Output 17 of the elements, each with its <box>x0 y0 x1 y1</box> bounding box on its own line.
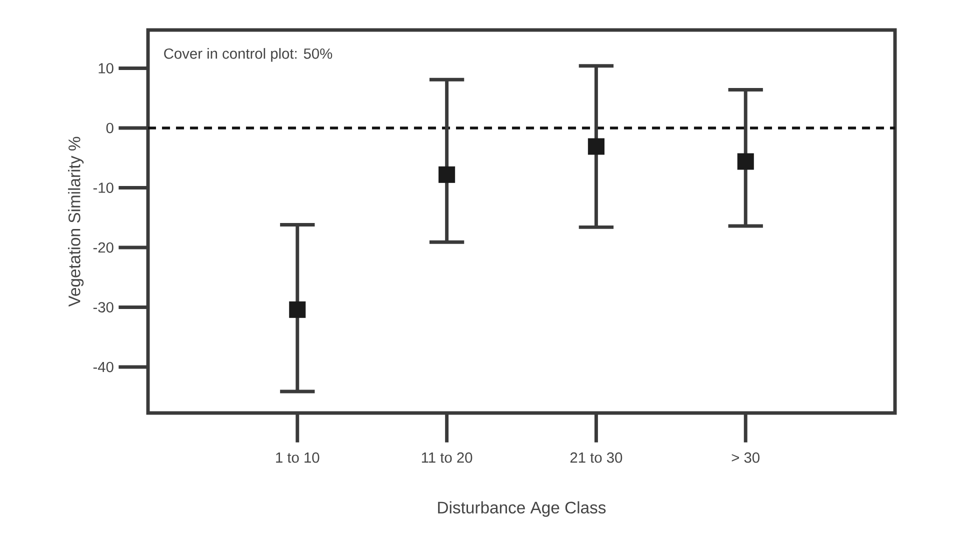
x-tick-label: 21 to 30 <box>570 452 622 463</box>
x-tick-label: 11 to 20 <box>422 452 472 463</box>
y-axis-title: Vegetation Similarity % <box>68 136 84 307</box>
x-axis-title: Disturbance Age Class <box>438 501 606 517</box>
y-tick-label: -40 <box>93 362 114 372</box>
x-tick-label: > 30 <box>732 452 760 463</box>
point <box>289 301 306 318</box>
y-tick-label: 10 <box>98 63 114 74</box>
point <box>438 166 456 183</box>
y-tick-label: -20 <box>93 242 114 253</box>
y-tick-label: -30 <box>93 302 114 312</box>
point <box>588 138 604 155</box>
annotation: Cover in control plot: 50% <box>164 48 332 62</box>
point <box>737 153 754 170</box>
y-tick-label: -10 <box>93 182 114 193</box>
y-tick-label: 0 <box>106 122 114 134</box>
x-tick-label: 1 to 10 <box>276 452 320 463</box>
